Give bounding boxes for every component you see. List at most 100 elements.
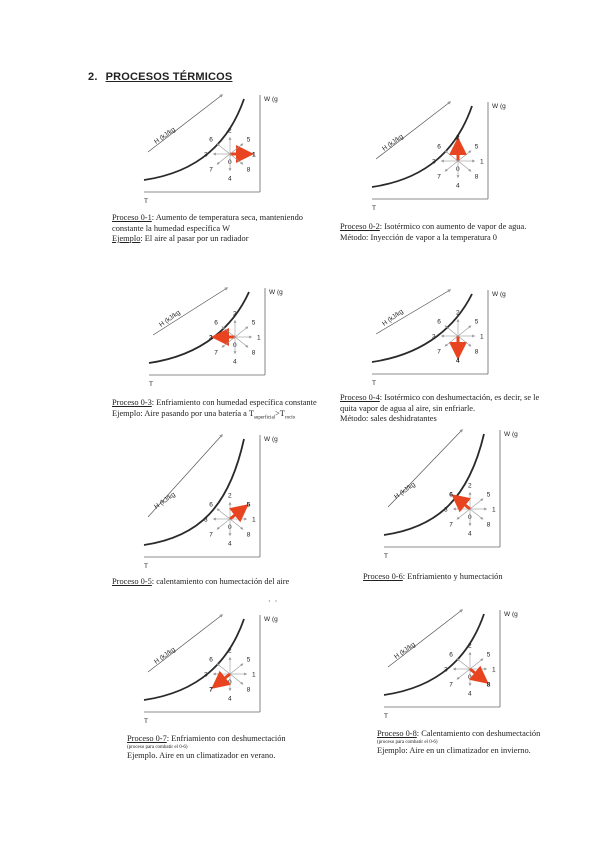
point-label-1: 1 <box>492 507 496 514</box>
direction-ray-6 <box>216 143 231 155</box>
point-label-4: 4 <box>233 359 237 366</box>
x-axis-label: T <box>372 205 376 212</box>
y-axis-label: W (g <box>269 289 283 296</box>
point-label-5: 5 <box>247 137 251 144</box>
point-label-5: 5 <box>247 657 251 664</box>
saturation-curve <box>143 98 245 181</box>
diagram-process-0-2: H (kJ/kgW (gT012345678 <box>371 101 506 212</box>
point-label-7: 7 <box>449 681 453 688</box>
enthalpy-line <box>152 287 229 336</box>
direction-ray-6 <box>221 326 236 338</box>
point-label-3: 3 <box>204 517 208 524</box>
point-label-6: 6 <box>449 652 453 659</box>
point-label-1: 1 <box>492 667 496 674</box>
point-label-5: 5 <box>247 502 251 509</box>
enthalpy-label: H (kJ/kg <box>393 641 417 661</box>
diagram-process-0-1: H (kJ/kgW (gT012345678 <box>143 94 278 205</box>
x-axis-label: T <box>144 718 148 725</box>
direction-ray-7 <box>456 668 471 680</box>
saturation-curve <box>383 613 485 696</box>
process-arrow <box>469 665 489 684</box>
direction-ray-8 <box>229 518 244 530</box>
caption-process-0-2: Proceso 0-2: Isotérmico con aumento de v… <box>340 222 527 242</box>
direction-ray-6 <box>216 508 231 520</box>
direction-ray-7 <box>456 508 471 520</box>
point-label-2: 2 <box>468 483 472 490</box>
point-label-3: 3 <box>432 159 436 166</box>
y-axis-label: W (g <box>504 611 518 618</box>
enthalpy-line <box>147 614 224 673</box>
x-axis-label: T <box>144 198 148 205</box>
direction-ray-5 <box>457 150 472 162</box>
point-label-6: 6 <box>437 319 441 326</box>
caption-process-0-3: Proceso 0-3: Enfriamiento con humedad es… <box>112 398 317 421</box>
point-label-4: 4 <box>456 183 460 190</box>
point-label-1: 1 <box>480 159 484 166</box>
caption-title: Proceso 0-6 <box>363 572 403 581</box>
direction-ray-6 <box>444 150 459 162</box>
enthalpy-label: H (kJ/kg <box>153 646 177 666</box>
x-axis-label: T <box>384 553 388 560</box>
diagram-process-0-8: H (kJ/kgW (gT012345678 <box>383 609 518 720</box>
direction-ray-7 <box>444 335 459 347</box>
point-label-5: 5 <box>475 319 479 326</box>
process-arrow <box>451 494 471 513</box>
point-label-4: 4 <box>228 176 232 183</box>
point-label-1: 1 <box>252 672 256 679</box>
point-label-7: 7 <box>437 173 441 180</box>
diagram-process-0-6: H (kJ/kgW (gT012345678 <box>383 428 518 560</box>
enthalpy-label: H (kJ/kg <box>153 491 177 511</box>
x-axis-label: T <box>372 380 376 387</box>
point-label-5: 5 <box>252 320 256 327</box>
point-label-3: 3 <box>444 507 448 514</box>
point-label-3: 3 <box>444 667 448 674</box>
enthalpy-line <box>375 101 452 160</box>
direction-ray-8 <box>229 153 244 165</box>
point-label-4: 4 <box>228 541 232 548</box>
direction-ray-8 <box>234 336 249 348</box>
y-axis-label: W (g <box>492 291 506 298</box>
caption-title: Proceso 0-4 <box>340 393 380 402</box>
point-label-1: 1 <box>252 517 256 524</box>
enthalpy-line <box>387 428 463 508</box>
point-label-8: 8 <box>475 173 479 180</box>
caption-process-0-7: Proceso 0-7: Enfriamiento con deshumecta… <box>127 734 286 760</box>
point-label-2: 2 <box>468 643 472 650</box>
enthalpy-label: H (kJ/kg <box>381 133 405 153</box>
point-label-4: 4 <box>468 691 472 698</box>
point-label-7: 7 <box>449 521 453 528</box>
process-arrow <box>211 670 231 689</box>
point-label-2: 2 <box>456 310 460 317</box>
y-axis-label: W (g <box>264 96 278 103</box>
point-label-2: 2 <box>228 493 232 500</box>
point-label-8: 8 <box>487 521 491 528</box>
point-label-6: 6 <box>209 137 213 144</box>
point-label-4: 4 <box>468 531 472 538</box>
process-arrow <box>229 504 249 523</box>
point-label-8: 8 <box>247 686 251 693</box>
direction-ray-8 <box>457 160 472 172</box>
point-label-7: 7 <box>209 531 213 538</box>
saturation-curve <box>383 433 485 536</box>
saturation-curve <box>143 438 245 546</box>
point-label-3: 3 <box>204 672 208 679</box>
point-label-7: 7 <box>437 348 441 355</box>
section-number: 2. <box>88 71 98 83</box>
section-title: PROCESOS TÉRMICOS <box>105 71 233 83</box>
y-axis-label: W (g <box>492 103 506 110</box>
x-axis-label: T <box>384 713 388 720</box>
point-label-7: 7 <box>209 686 213 693</box>
saturation-curve <box>371 105 473 188</box>
section-heading: 2. PROCESOS TÉRMICOS <box>88 71 232 83</box>
diagram-process-0-7: H (kJ/kgW (gT012345678 <box>143 614 278 725</box>
caption-title: Proceso 0-7 <box>127 734 167 743</box>
enthalpy-label: H (kJ/kg <box>153 126 177 146</box>
point-label-8: 8 <box>252 349 256 356</box>
caption-title: Proceso 0-5 <box>112 577 152 586</box>
point-label-6: 6 <box>437 144 441 151</box>
caption-process-0-5: Proceso 0-5: calentamiento con humectaci… <box>112 577 290 586</box>
caption-process-0-1: Proceso 0-1: Aumento de temperatura seca… <box>112 213 303 243</box>
point-label-5: 5 <box>475 144 479 151</box>
direction-ray-5 <box>229 143 244 155</box>
direction-ray-5 <box>469 498 484 510</box>
